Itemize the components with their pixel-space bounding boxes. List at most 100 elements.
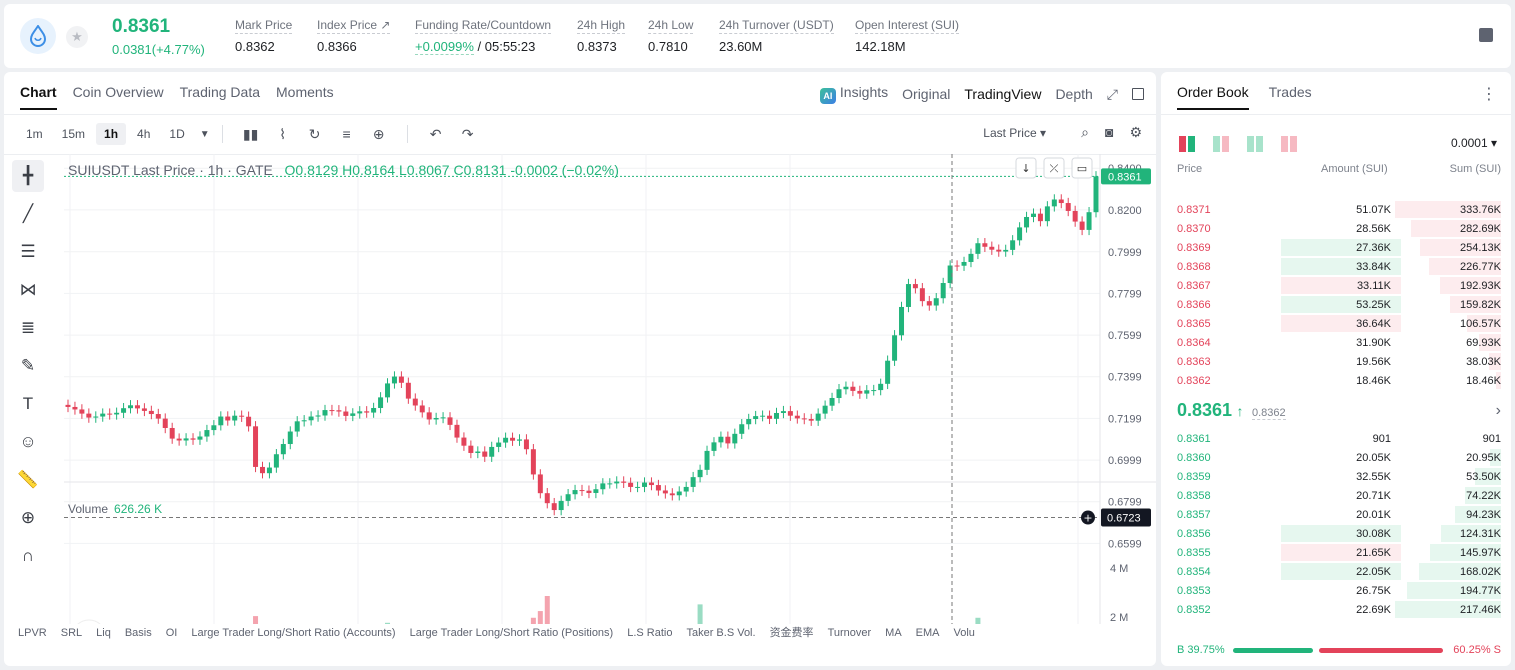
drawing-toolbar: ╋ ╱ ☰ ⋈ ≣ ✎ T ☺ 📏 ⊕ ∩ xyxy=(12,160,48,578)
add-indicator-icon[interactable]: ⊕ xyxy=(372,126,385,142)
horizontal-lines-icon[interactable]: ☰ xyxy=(20,242,36,261)
tab-trades[interactable]: Trades xyxy=(1268,84,1312,100)
book-icon[interactable] xyxy=(1479,28,1493,42)
redo-icon[interactable]: ↷ xyxy=(461,126,474,142)
price-chart[interactable]: 0.84000.82000.79990.77990.75990.73990.71… xyxy=(4,154,1156,624)
candle-body xyxy=(1051,199,1057,207)
both-sides-icon[interactable] xyxy=(1179,136,1195,152)
tab-depth[interactable]: Depth xyxy=(1055,86,1093,102)
candle-type-icon[interactable]: ▮▮ xyxy=(242,126,259,142)
ask-row[interactable]: 0.8363 19.56K 38.03K xyxy=(1161,352,1511,371)
indicator-12[interactable]: EMA xyxy=(915,627,940,639)
indicator-6[interactable]: Large Trader Long/Short Ratio (Positions… xyxy=(409,627,614,639)
candle-body xyxy=(767,415,773,419)
indicator-10[interactable]: Turnover xyxy=(827,627,872,639)
order-amount: 31.90K xyxy=(1356,337,1391,349)
ask-row[interactable]: 0.8362 18.46K 18.46K xyxy=(1161,371,1511,390)
tab-moments[interactable]: Moments xyxy=(276,84,334,100)
indicator-1[interactable]: SRL xyxy=(60,627,83,639)
chevron-right-icon[interactable]: › xyxy=(1495,402,1501,419)
undo-icon[interactable]: ↶ xyxy=(429,126,442,142)
pattern-icon[interactable]: ⋈ xyxy=(19,280,37,299)
bid-row[interactable]: 0.8359 32.55K 53.50K xyxy=(1161,467,1511,486)
order-price: 0.8352 xyxy=(1177,604,1211,616)
ask-row[interactable]: 0.8368 33.84K 226.77K xyxy=(1161,257,1511,276)
price-source-select[interactable]: Last Price ▾ xyxy=(983,126,1046,140)
window-icon[interactable] xyxy=(1132,88,1144,100)
ruler-icon[interactable]: 📏 xyxy=(17,470,39,489)
precision-select[interactable]: 0.0001 ▾ xyxy=(1450,136,1497,150)
y-tick-label: 0.7999 xyxy=(1108,247,1142,259)
refresh-icon[interactable]: ↻ xyxy=(308,126,321,142)
bid-row[interactable]: 0.8353 26.75K 194.77K xyxy=(1161,581,1511,600)
indicator-11[interactable]: MA xyxy=(885,627,902,639)
magnet-icon[interactable]: ∩ xyxy=(21,546,35,565)
bid-row[interactable]: 0.8355 21.65K 145.97K xyxy=(1161,543,1511,562)
ask-row[interactable]: 0.8369 27.36K 254.13K xyxy=(1161,238,1511,257)
bids-asks-icon[interactable] xyxy=(1213,136,1229,152)
asks-only-icon[interactable] xyxy=(1281,136,1297,152)
bid-row[interactable]: 0.8357 20.01K 94.23K xyxy=(1161,505,1511,524)
chart-button-glyph: ⤫ xyxy=(1050,162,1059,175)
stat-index-price[interactable]: Index Price ↗ 0.8366 xyxy=(317,18,391,54)
timeframe-1h[interactable]: 1h xyxy=(96,123,127,145)
crosshair-icon[interactable]: ╋ xyxy=(12,160,44,192)
text-icon[interactable]: T xyxy=(22,394,34,413)
brush-icon[interactable]: ✎ xyxy=(20,356,36,375)
favorite-star-icon[interactable]: ★ xyxy=(66,26,88,48)
order-amount: 21.65K xyxy=(1356,547,1391,559)
more-icon[interactable]: ⋮ xyxy=(1481,86,1497,103)
indicator-2[interactable]: Liq xyxy=(96,627,111,639)
indicators-icon[interactable]: ⌇ xyxy=(279,126,287,142)
indicator-9[interactable]: 资金费率 xyxy=(769,627,814,639)
timeframe-1d[interactable]: 1D xyxy=(169,127,185,141)
bid-row[interactable]: 0.8356 30.08K 124.31K xyxy=(1161,524,1511,543)
template-icon[interactable]: ≡ xyxy=(342,126,351,142)
emoji-icon[interactable]: ☺ xyxy=(19,432,37,451)
indicator-7[interactable]: L.S Ratio xyxy=(627,627,673,639)
fib-icon[interactable]: ≣ xyxy=(20,318,36,337)
ask-row[interactable]: 0.8370 28.56K 282.69K xyxy=(1161,219,1511,238)
ask-row[interactable]: 0.8364 31.90K 69.93K xyxy=(1161,333,1511,352)
bid-row[interactable]: 0.8360 20.05K 20.95K xyxy=(1161,448,1511,467)
candle-body xyxy=(301,420,307,422)
timeframe-4h[interactable]: 4h xyxy=(137,127,151,141)
tab-tradingview[interactable]: TradingView xyxy=(964,86,1042,102)
bid-row[interactable]: 0.8358 20.71K 74.22K xyxy=(1161,486,1511,505)
timeframe-15m[interactable]: 15m xyxy=(61,127,86,141)
indicator-13[interactable]: Volu xyxy=(953,627,975,639)
ask-row[interactable]: 0.8366 53.25K 159.82K xyxy=(1161,295,1511,314)
bids-only-icon[interactable] xyxy=(1247,136,1263,152)
zoom-icon[interactable]: ⊕ xyxy=(20,508,36,527)
indicator-8[interactable]: Taker B.S Vol. xyxy=(686,627,756,639)
bid-row[interactable]: 0.8352 22.69K 217.46K xyxy=(1161,600,1511,619)
search-icon[interactable]: ⌕ xyxy=(1081,124,1089,140)
ask-row[interactable]: 0.8371 51.07K 333.76K xyxy=(1161,200,1511,219)
indicator-3[interactable]: Basis xyxy=(124,627,152,639)
indicator-5[interactable]: Large Trader Long/Short Ratio (Accounts) xyxy=(191,627,396,639)
candle-body xyxy=(885,360,891,384)
gear-icon[interactable]: ⚙ xyxy=(1129,124,1142,140)
mid-price-row: 0.8361 ↑ 0.8362 › xyxy=(1177,400,1501,420)
candle-body xyxy=(176,438,182,441)
indicator-4[interactable]: OI xyxy=(165,627,178,639)
candle-body xyxy=(1093,176,1099,213)
tab-insights[interactable]: AI Insights xyxy=(819,84,888,104)
tab-chart[interactable]: Chart xyxy=(20,84,57,110)
ask-row[interactable]: 0.8367 33.11K 192.93K xyxy=(1161,276,1511,295)
bid-row[interactable]: 0.8354 22.05K 168.02K xyxy=(1161,562,1511,581)
bid-row[interactable]: 0.8361 901 901 xyxy=(1161,429,1511,448)
timeframe-dropdown-icon[interactable]: ▼ xyxy=(199,128,210,140)
camera-icon[interactable]: ◙ xyxy=(1104,124,1114,140)
tab-order-book[interactable]: Order Book xyxy=(1177,84,1249,110)
tab-coin-overview[interactable]: Coin Overview xyxy=(72,84,164,100)
ask-row[interactable]: 0.8365 36.64K 106.57K xyxy=(1161,314,1511,333)
order-price: 0.8370 xyxy=(1177,223,1211,235)
indicator-0[interactable]: LPVR xyxy=(18,627,47,639)
timeframe-1m[interactable]: 1m xyxy=(26,127,43,141)
trendline-icon[interactable]: ╱ xyxy=(22,204,34,223)
order-price: 0.8369 xyxy=(1177,242,1211,254)
tab-original[interactable]: Original xyxy=(902,86,951,102)
expand-icon[interactable]: ⤢ xyxy=(1106,85,1118,102)
tab-trading-data[interactable]: Trading Data xyxy=(179,84,261,100)
